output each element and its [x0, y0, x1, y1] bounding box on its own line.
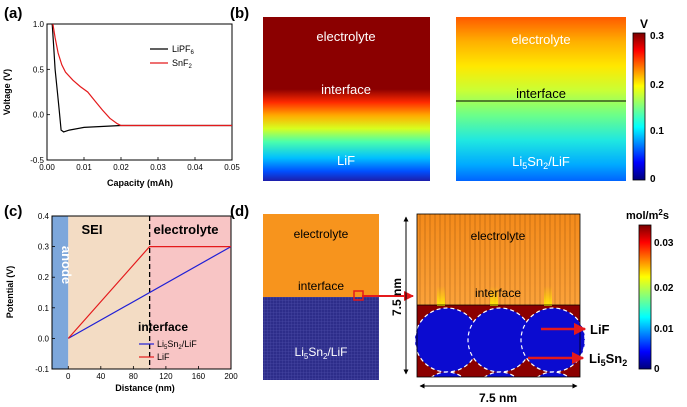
electrolyte-region	[149, 216, 232, 369]
x-tick-label: 0.02	[113, 163, 129, 172]
y-tick-label: 0.0	[38, 334, 50, 343]
panel-label-c: (c)	[4, 203, 22, 220]
anode-region	[52, 216, 69, 369]
y-tick-label: 1.0	[33, 20, 45, 29]
legend-label-lif: LiF	[157, 352, 170, 362]
plot-a-ticks: 0.00 0.01 0.02 0.03 0.04 0.05 -0.5 0.0 0.5 1.0	[30, 20, 240, 172]
legend-label-snf2: SnF2	[172, 58, 193, 70]
colorbar-flux-tick: 0	[654, 364, 660, 375]
y-tick-label: 0.0	[33, 111, 45, 120]
zoom-frame	[416, 213, 581, 378]
plot-a-legend: LiPF6 SnF2	[150, 44, 195, 70]
colorbar-potential-tick: 0	[650, 174, 656, 185]
y-tick-label: -0.1	[35, 365, 49, 374]
x-tick-label: 0.01	[76, 163, 92, 172]
zoom-bottom-mask	[417, 377, 580, 407]
colorbar-potential-tick: 0.1	[650, 126, 664, 137]
plot-a-ylabel: Voltage (V)	[2, 69, 12, 115]
dimension-label-horizontal: 7.5 nm	[479, 391, 517, 405]
plot-a-frame	[46, 23, 233, 161]
zoom-interface-label: interface	[475, 286, 521, 300]
flux-hotspot	[544, 286, 552, 306]
series-line-snf2	[52, 24, 232, 127]
colorbar-flux-tick: 0.01	[654, 324, 674, 335]
colorbar-flux	[638, 224, 652, 370]
colorbar-potential-tick: 0.3	[650, 31, 664, 42]
panel-d: (d) electrolyte interface Li5Sn2/LiF	[230, 203, 674, 407]
flux-map-li5sn2-mesh	[263, 297, 379, 380]
legend-label-li5sn2-lif: Li5Sn2/LiF	[157, 339, 197, 351]
x-tick-label: 200	[224, 372, 238, 381]
panel-label-a: (a)	[4, 5, 22, 22]
colorbar-potential	[632, 32, 646, 181]
flux-map-solid-label: Li5Sn2/LiF	[295, 345, 348, 361]
flux-map-electrolyte-region	[263, 214, 379, 297]
plot-a-xlabel: Capacity (mAh)	[107, 178, 173, 188]
electrolyte-region-label: electrolyte	[153, 222, 218, 237]
panel-b: (b) electrolyte interface LiF electrolyt…	[230, 5, 664, 185]
x-tick-label: 120	[159, 372, 173, 381]
series-line-li5sn2-lif	[68, 246, 232, 339]
x-tick-label: 80	[129, 372, 138, 381]
y-tick-label: -0.5	[30, 156, 44, 165]
zoomed-flux-map: electrolyte interface	[414, 213, 586, 407]
x-tick-label: 0.05	[224, 163, 240, 172]
panel-a: (a) 0.00 0.01 0.02 0.03 0.04 0.05 -0.5 0.0 0.5 1.…	[2, 5, 240, 188]
pointer-label-lif: LiF	[590, 322, 610, 337]
colorbar-potential-tick: 0.2	[650, 80, 664, 91]
map-li5sn2-solid-label: Li5Sn2/LiF	[512, 154, 570, 171]
plot-c-ticks: 0 40 80 120 160 200 -0.1 0.0 0.1 0.2 0.3 0.4	[35, 212, 238, 381]
panel-c: (c) anode SEI electrolyte interface 0 40 8…	[4, 203, 238, 393]
potential-map-lif	[263, 17, 430, 181]
map-lif-solid-label: LiF	[337, 153, 355, 168]
x-tick-label: 160	[192, 372, 206, 381]
y-tick-label: 0.4	[38, 212, 50, 221]
flux-hotspot	[437, 286, 445, 306]
plot-c-ylabel: Potential (V)	[5, 266, 15, 319]
flux-map-interface-label: interface	[298, 279, 344, 293]
zoom-electrolyte-label: electrolyte	[471, 229, 526, 243]
x-tick-label: 0.00	[39, 163, 55, 172]
interface-label: interface	[138, 320, 188, 334]
x-tick-label: 40	[96, 372, 105, 381]
dimension-label-vertical: 7.5 nm	[390, 278, 404, 316]
map-lif-electrolyte-label: electrolyte	[316, 29, 375, 44]
series-line-lipf6	[51, 24, 232, 133]
y-tick-label: 0.1	[38, 304, 50, 313]
plot-c-xlabel: Distance (nm)	[115, 383, 175, 393]
colorbar-flux-tick: 0.03	[654, 238, 674, 249]
colorbar-flux-tick: 0.02	[654, 283, 674, 294]
flux-map-electrolyte-label: electrolyte	[294, 227, 349, 241]
series-line-lif	[67, 246, 231, 339]
colorbar-potential-unit: V	[640, 17, 648, 31]
panel-label-b: (b)	[230, 5, 249, 22]
x-tick-label: 0	[66, 372, 71, 381]
x-tick-label: 0.04	[187, 163, 203, 172]
y-tick-label: 0.2	[38, 273, 50, 282]
potential-map-li5sn2-lif	[456, 17, 626, 181]
x-tick-label: 0.03	[150, 163, 166, 172]
map-lif-interface-label: interface	[321, 82, 371, 97]
plot-c-legend: Li5Sn2/LiF LiF	[139, 339, 197, 362]
y-tick-label: 0.5	[33, 65, 45, 74]
sei-label: SEI	[82, 222, 103, 237]
y-tick-label: 0.3	[38, 243, 50, 252]
flux-hotspot	[490, 286, 498, 306]
legend-label-lipf6: LiPF6	[172, 44, 195, 56]
pointer-label-li5sn2: Li5Sn2	[589, 351, 627, 368]
anode-label: anode	[59, 246, 74, 284]
lif-particle	[520, 307, 586, 373]
colorbar-flux-unit: mol/m2s	[626, 208, 669, 222]
panel-label-d: (d)	[230, 203, 249, 220]
plot-c-frame	[51, 215, 232, 370]
map-li5sn2-electrolyte-label: electrolyte	[511, 32, 570, 47]
map-li5sn2-interface-label: interface	[516, 86, 566, 101]
